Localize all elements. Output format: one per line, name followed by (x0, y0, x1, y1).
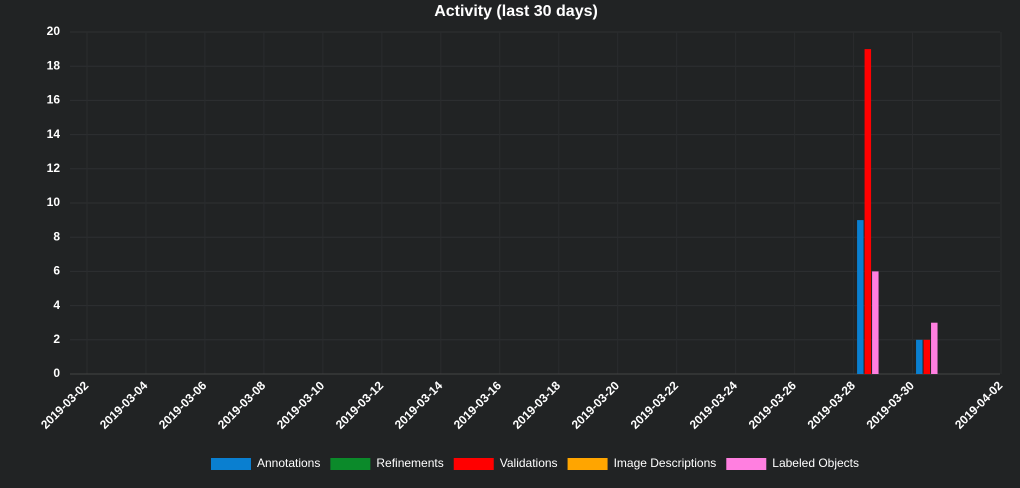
y-tick-label: 2 (53, 332, 60, 346)
legend-swatch (330, 458, 371, 470)
x-tick-label: 2019-03-30 (864, 378, 918, 432)
bar (916, 339, 923, 374)
x-tick-label: 2019-03-14 (392, 378, 446, 432)
x-tick-label: 2019-03-24 (687, 378, 741, 432)
legend-label: Image Descriptions (614, 456, 717, 470)
bar (931, 322, 938, 374)
legend-label: Validations (500, 456, 558, 470)
y-tick-label: 4 (53, 298, 60, 312)
x-tick-label: 2019-03-16 (451, 378, 505, 432)
x-tick-label: 2019-03-02 (38, 378, 92, 432)
legend-swatch (453, 458, 494, 470)
x-tick-label: 2019-03-04 (97, 378, 151, 432)
y-tick-label: 14 (47, 127, 61, 141)
legend-label: Refinements (376, 456, 443, 470)
y-tick-label: 20 (47, 24, 61, 38)
x-tick-label: 2019-03-08 (215, 378, 269, 432)
y-tick-label: 18 (47, 58, 61, 72)
legend-label: Annotations (257, 456, 320, 470)
bar (864, 49, 872, 374)
bar (872, 271, 879, 374)
legend-label: Labeled Objects (772, 456, 859, 470)
x-tick-label: 2019-03-06 (156, 378, 210, 432)
y-tick-label: 8 (53, 229, 60, 243)
legend-swatch (567, 458, 608, 470)
y-tick-label: 12 (47, 161, 61, 175)
x-tick-label: 2019-03-26 (746, 378, 800, 432)
y-tick-label: 16 (47, 93, 61, 107)
legend-swatch (726, 458, 767, 470)
x-tick-label: 2019-03-28 (805, 378, 859, 432)
x-tick-label: 2019-04-02 (952, 378, 1006, 432)
bar (923, 339, 931, 374)
x-tick-label: 2019-03-10 (274, 378, 328, 432)
x-tick-label: 2019-03-18 (510, 378, 564, 432)
x-tick-label: 2019-03-22 (628, 378, 682, 432)
x-tick-label: 2019-03-12 (333, 378, 387, 432)
legend-swatch (210, 458, 251, 470)
y-tick-label: 0 (53, 366, 60, 380)
bar (857, 220, 864, 374)
x-tick-label: 2019-03-20 (569, 378, 623, 432)
chart-title: Activity (last 30 days) (434, 3, 598, 20)
y-tick-label: 6 (53, 264, 60, 278)
y-tick-label: 10 (47, 195, 61, 209)
